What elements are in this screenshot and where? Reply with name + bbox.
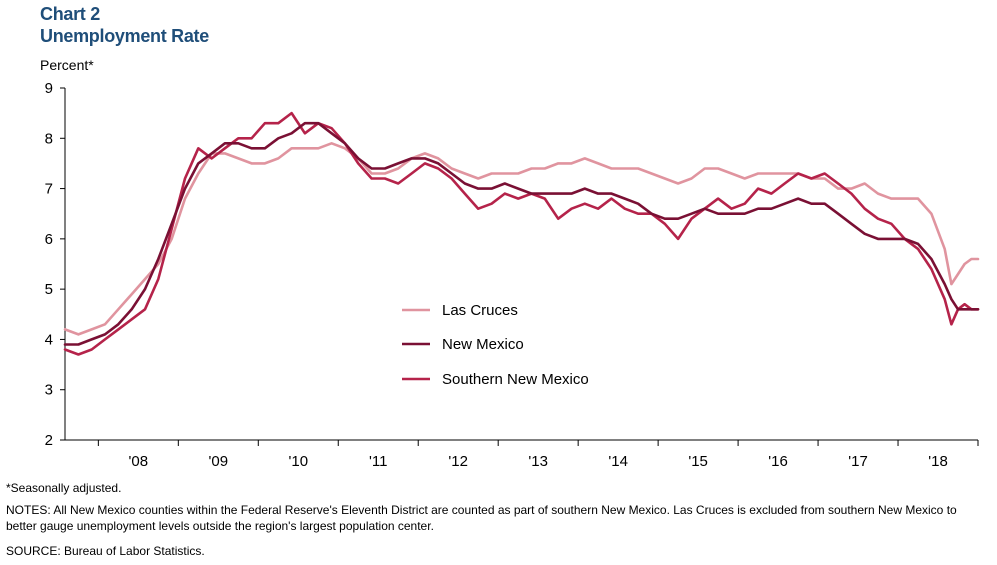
legend-label-southern-new-mexico: Southern New Mexico: [442, 371, 589, 388]
footnote-notes: NOTES: All New Mexico counties within th…: [6, 503, 957, 533]
x-tick-label: '15: [688, 453, 708, 470]
x-tick-label: '12: [448, 453, 468, 470]
series-line-new-mexico: [63, 121, 980, 346]
y-tick-label: 5: [45, 281, 53, 298]
x-tick-label: '17: [848, 453, 868, 470]
series-line-las-cruces: [63, 142, 980, 336]
x-tick-label: '18: [928, 453, 948, 470]
series-line-southern-new-mexico: [63, 111, 980, 356]
chart-title: Unemployment Rate: [40, 26, 209, 46]
y-tick-label: 4: [45, 331, 53, 348]
y-tick-label: 3: [45, 382, 53, 399]
legend-label-new-mexico: New Mexico: [442, 336, 524, 353]
legend-label-las-cruces: Las Cruces: [442, 302, 518, 319]
y-tick-label: 7: [45, 181, 53, 198]
y-tick-label: 2: [45, 432, 53, 449]
x-tick-label: '13: [528, 453, 548, 470]
chart-number: Chart 2: [40, 4, 100, 24]
y-axis-unit-label: Percent*: [40, 57, 94, 73]
x-tick-label: '10: [288, 453, 308, 470]
x-tick-label: '16: [768, 453, 788, 470]
y-tick-label: 9: [45, 80, 53, 97]
footnote-source: SOURCE: Bureau of Labor Statistics.: [6, 544, 205, 558]
unemployment-line-chart: 2 3 4 5 6 7 8 9 '08 '09 '10 '11 '12 '13 '14 '15 '16 '17 '1…: [45, 80, 980, 470]
x-tick-label: '09: [209, 453, 229, 470]
y-tick-label: 8: [45, 130, 53, 147]
x-tick-label: '14: [608, 453, 628, 470]
x-tick-label: '08: [129, 453, 149, 470]
x-tick-label: '11: [369, 453, 387, 470]
footnote-seasonal: *Seasonally adjusted.: [6, 481, 122, 495]
y-tick-label: 6: [45, 231, 53, 248]
